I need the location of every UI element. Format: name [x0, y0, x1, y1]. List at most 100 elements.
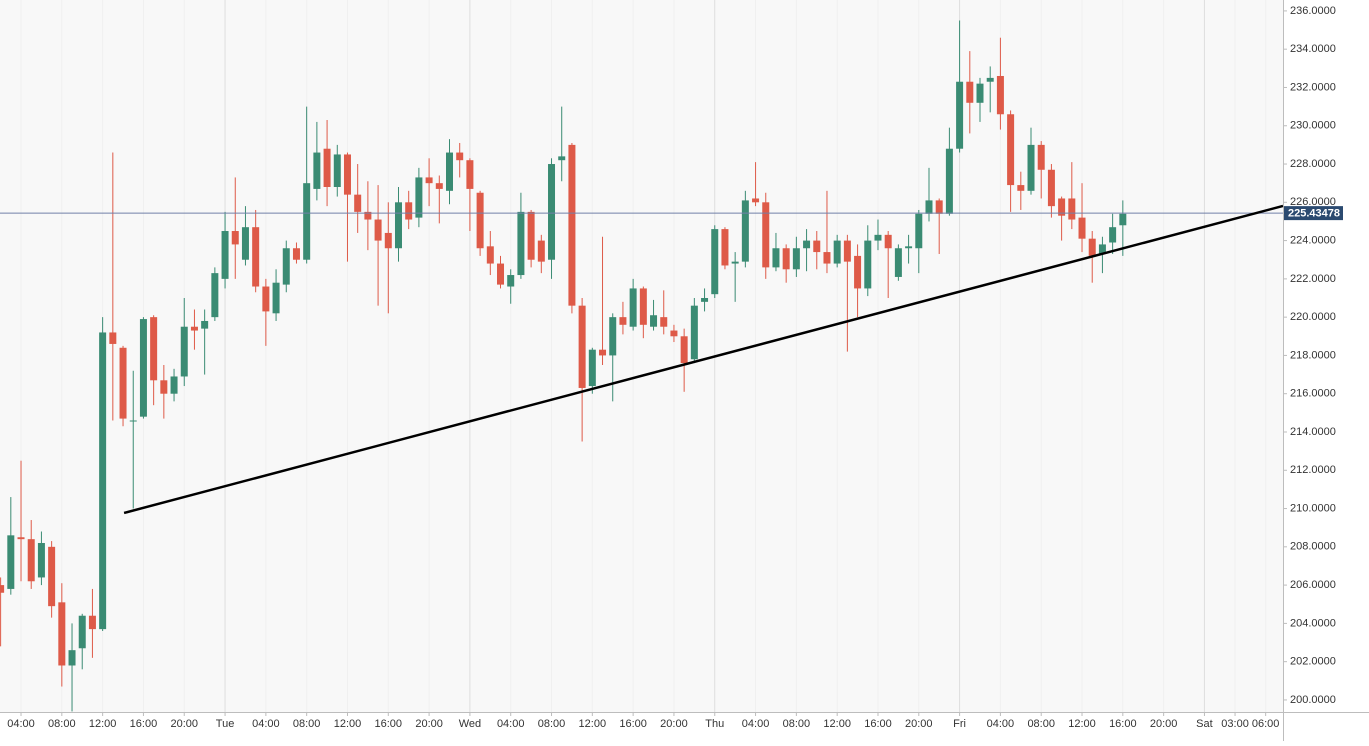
grid-layer	[20, 0, 1267, 712]
candle-body	[1098, 244, 1106, 254]
marks-layer	[0, 20, 1127, 712]
candle-body	[935, 200, 943, 214]
candle-body	[252, 227, 260, 287]
y-tick-label: 200.0000	[1290, 694, 1336, 706]
x-tick-label: 20:00	[1150, 718, 1178, 730]
candle-body	[517, 211, 525, 276]
candle-body	[568, 144, 576, 306]
candle-body	[680, 336, 688, 364]
y-tick-label: 226.0000	[1290, 196, 1336, 208]
candle-body	[384, 232, 392, 249]
candle-body	[1078, 217, 1086, 239]
candle-body	[578, 305, 586, 388]
candle-body	[915, 213, 923, 249]
candle-body	[925, 200, 933, 214]
x-tick-label: 20:00	[905, 718, 933, 730]
x-tick-label: 08:00	[783, 718, 811, 730]
candle-body	[1037, 144, 1045, 170]
y-tick-label: 230.0000	[1290, 120, 1336, 132]
candle-body	[1017, 185, 1025, 191]
y-tick-label: 212.0000	[1290, 464, 1336, 476]
y-tick-label: 202.0000	[1290, 656, 1336, 668]
y-tick-label: 210.0000	[1290, 502, 1336, 514]
candle-body	[180, 326, 188, 377]
plot-background	[0, 0, 1283, 712]
candle-body	[833, 240, 841, 264]
candle-body	[1119, 213, 1127, 226]
candle-body	[782, 248, 790, 270]
candle-body	[333, 154, 341, 187]
current-price-box	[1284, 206, 1343, 221]
candle-body	[466, 160, 474, 189]
x-tick-label: 16:00	[130, 718, 158, 730]
x-tick-label: 16:00	[1109, 718, 1137, 730]
candle-body	[1068, 198, 1076, 220]
x-tick-label: Sat	[1196, 718, 1213, 730]
x-tick-label: 08:00	[538, 718, 566, 730]
candle-body	[282, 248, 290, 285]
candle-body	[7, 535, 15, 589]
candle-body	[507, 275, 515, 287]
x-tick-label: 03:00	[1221, 718, 1249, 730]
y-tick-label: 222.0000	[1290, 273, 1336, 285]
candle-body	[874, 234, 882, 241]
candle-body	[792, 248, 800, 270]
x-tick-label: 06:00	[1252, 718, 1280, 730]
candle-body	[558, 156, 566, 161]
candle-body	[190, 326, 198, 331]
candle-body	[425, 177, 433, 184]
candle-body	[884, 234, 892, 249]
candle-body	[823, 252, 831, 264]
candle-body	[262, 286, 270, 312]
candle-body	[986, 77, 994, 82]
x-tick-label: 04:00	[7, 718, 35, 730]
candle-body	[731, 261, 739, 264]
candle-body	[894, 248, 902, 277]
y-tick-label: 204.0000	[1290, 617, 1336, 629]
candle-body	[670, 330, 678, 337]
candle-body	[660, 317, 668, 327]
candle-body	[221, 231, 229, 279]
candle-body	[129, 420, 137, 422]
x-tick-label: 16:00	[619, 718, 647, 730]
candle-body	[711, 229, 719, 295]
candle-body	[303, 183, 311, 260]
candle-body	[1047, 169, 1055, 207]
candle-body	[139, 319, 147, 417]
x-tick-label: 12:00	[334, 718, 362, 730]
candle-body	[119, 347, 127, 419]
candle-body	[976, 83, 984, 103]
candle-body	[772, 248, 780, 268]
x-tick-label: 20:00	[660, 718, 688, 730]
candle-body	[741, 200, 749, 262]
candle-body	[486, 246, 494, 264]
candle-body	[1007, 114, 1015, 186]
candle-body	[88, 615, 96, 630]
y-tick-label: 216.0000	[1290, 388, 1336, 400]
candle-body	[762, 202, 770, 268]
candle-body	[415, 177, 423, 218]
x-tick-label: Wed	[459, 718, 481, 730]
candle-body	[241, 227, 249, 260]
x-tick-label: 20:00	[170, 718, 198, 730]
x-tick-label: 08:00	[1027, 718, 1055, 730]
x-tick-label: 12:00	[1068, 718, 1096, 730]
candle-body	[864, 240, 872, 289]
candle-body	[945, 148, 953, 214]
candle-body	[1058, 198, 1066, 216]
candle-body	[752, 198, 760, 203]
x-tick-label: Thu	[705, 718, 724, 730]
candle-body	[109, 332, 117, 344]
trendline	[123, 204, 1284, 515]
y-tick-label: 224.0000	[1290, 234, 1336, 246]
candle-body	[58, 602, 66, 666]
candle-body	[354, 194, 362, 212]
candle-body	[629, 288, 637, 327]
candle-body	[435, 183, 443, 189]
candle-body	[27, 539, 35, 582]
candle-body	[364, 211, 372, 220]
x-tick-label: 04:00	[497, 718, 525, 730]
candle-body	[170, 376, 178, 394]
candle-body	[650, 315, 658, 327]
y-tick-label: 206.0000	[1290, 579, 1336, 591]
